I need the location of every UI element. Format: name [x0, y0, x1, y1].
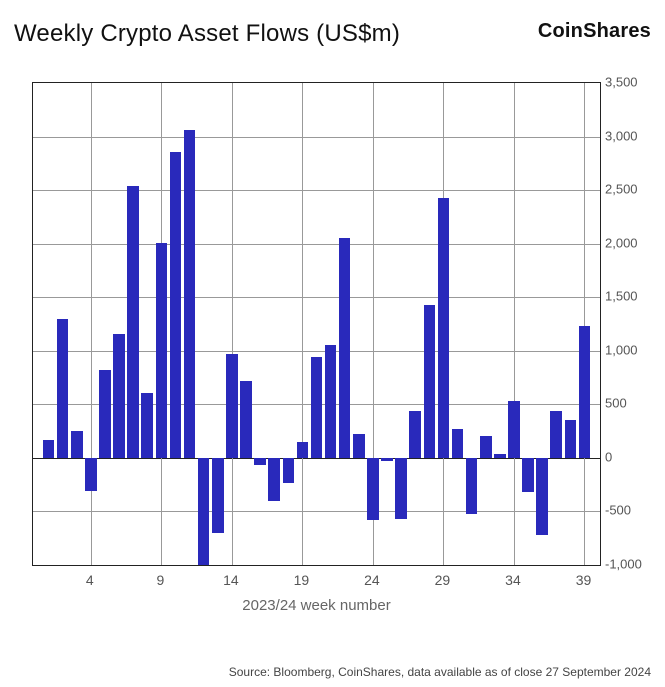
- chart-box: 2023/24 week number -1,000 -500 0 500 1,000 1…: [14, 66, 651, 626]
- x-tick-label: 24: [364, 572, 380, 588]
- x-axis-label: 2023/24 week number: [14, 597, 651, 614]
- x-tick-label: 19: [294, 572, 310, 588]
- bar: [156, 243, 168, 458]
- bar: [311, 357, 323, 458]
- bar: [127, 186, 139, 458]
- header: Weekly Crypto Asset Flows (US$m) CoinSha…: [14, 20, 651, 48]
- y-tick-label: 1,500: [605, 289, 651, 304]
- bar: [550, 411, 562, 458]
- x-tick-label: 14: [223, 572, 239, 588]
- bar: [565, 420, 577, 457]
- bar: [367, 458, 379, 520]
- x-tick-label: 4: [86, 572, 94, 588]
- bar: [240, 381, 252, 458]
- bar: [212, 458, 224, 533]
- bar: [184, 130, 196, 458]
- x-tick-label: 39: [576, 572, 592, 588]
- bar: [43, 440, 55, 458]
- bar: [395, 458, 407, 519]
- bar: [508, 401, 520, 458]
- chart-title: Weekly Crypto Asset Flows (US$m): [14, 20, 400, 48]
- bar: [226, 354, 238, 458]
- bar: [170, 152, 182, 458]
- bar: [297, 442, 309, 458]
- grid-v: [232, 83, 233, 565]
- bar: [325, 345, 337, 457]
- bar: [424, 305, 436, 458]
- bar: [198, 458, 210, 566]
- bar: [381, 458, 393, 461]
- bar: [71, 431, 83, 458]
- y-tick-label: 500: [605, 396, 651, 411]
- bar: [85, 458, 97, 491]
- brand-label: CoinShares: [538, 20, 651, 43]
- plot-area: [32, 82, 601, 566]
- bar: [353, 434, 365, 458]
- grid-v: [91, 83, 92, 565]
- bar: [409, 411, 421, 458]
- bar: [522, 458, 534, 492]
- bar: [438, 198, 450, 458]
- y-tick-label: -500: [605, 503, 651, 518]
- grid-v: [514, 83, 515, 565]
- bar: [480, 436, 492, 457]
- x-tick-label: 29: [435, 572, 451, 588]
- y-tick-label: 3,000: [605, 128, 651, 143]
- bar: [113, 334, 125, 458]
- bar: [283, 458, 295, 483]
- bar: [452, 429, 464, 458]
- grid-v: [302, 83, 303, 565]
- x-tick-label: 34: [505, 572, 521, 588]
- bar: [339, 238, 351, 458]
- grid-v: [584, 83, 585, 565]
- y-tick-label: -1,000: [605, 557, 651, 572]
- source-text: Source: Bloomberg, CoinShares, data avai…: [229, 665, 651, 679]
- bar: [268, 458, 280, 501]
- bar: [466, 458, 478, 514]
- bar: [254, 458, 266, 465]
- y-tick-label: 3,500: [605, 75, 651, 90]
- chart-container: Weekly Crypto Asset Flows (US$m) CoinSha…: [0, 0, 665, 687]
- y-tick-label: 2,000: [605, 235, 651, 250]
- bar: [141, 393, 153, 458]
- bar: [57, 319, 69, 458]
- y-tick-label: 1,000: [605, 342, 651, 357]
- bar: [536, 458, 548, 535]
- x-tick-label: 9: [156, 572, 164, 588]
- bar: [494, 454, 506, 458]
- y-tick-label: 2,500: [605, 182, 651, 197]
- y-tick-label: 0: [605, 449, 651, 464]
- bar: [579, 326, 591, 458]
- bar: [99, 370, 111, 458]
